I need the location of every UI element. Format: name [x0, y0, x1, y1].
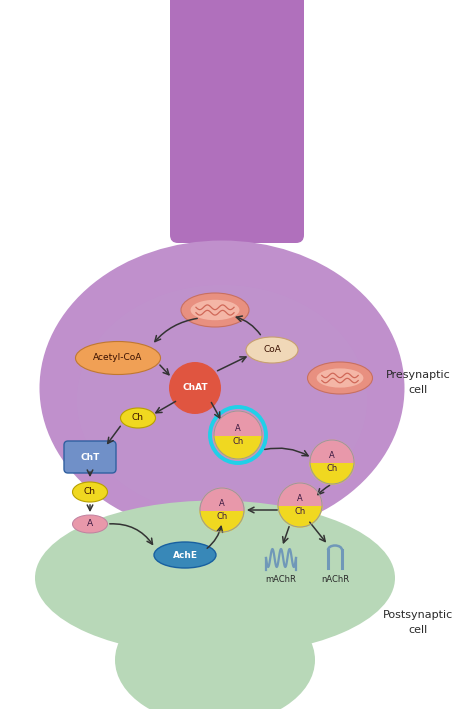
Ellipse shape — [115, 595, 315, 709]
Text: ChT: ChT — [80, 452, 100, 462]
Polygon shape — [200, 510, 244, 532]
Polygon shape — [278, 505, 322, 527]
Text: Ch: Ch — [327, 464, 337, 473]
Polygon shape — [310, 440, 354, 462]
Ellipse shape — [308, 362, 373, 394]
Ellipse shape — [73, 515, 108, 533]
Text: cell: cell — [409, 625, 428, 635]
Text: nAChR: nAChR — [321, 576, 349, 584]
Text: Postsynaptic: Postsynaptic — [383, 610, 453, 620]
Text: A: A — [235, 424, 241, 432]
Ellipse shape — [73, 482, 108, 502]
Ellipse shape — [120, 408, 155, 428]
Text: Ch: Ch — [294, 507, 306, 515]
Polygon shape — [278, 483, 322, 505]
Text: ChAT: ChAT — [182, 384, 208, 393]
Text: A: A — [219, 499, 225, 508]
Text: Ch: Ch — [132, 413, 144, 423]
Polygon shape — [310, 462, 354, 484]
Text: A: A — [329, 452, 335, 460]
Ellipse shape — [181, 293, 249, 327]
Circle shape — [169, 362, 221, 414]
Ellipse shape — [191, 300, 239, 320]
Text: Ch: Ch — [232, 437, 244, 446]
Ellipse shape — [35, 501, 395, 656]
Bar — [155, 600, 275, 680]
FancyBboxPatch shape — [170, 0, 304, 243]
Text: Presynaptic: Presynaptic — [386, 370, 450, 380]
Polygon shape — [200, 488, 244, 510]
Ellipse shape — [246, 337, 298, 363]
FancyBboxPatch shape — [64, 441, 116, 473]
Text: Acetyl-CoA: Acetyl-CoA — [93, 354, 143, 362]
Text: A: A — [297, 494, 303, 503]
Text: Ch: Ch — [84, 488, 96, 496]
Polygon shape — [214, 435, 262, 459]
Ellipse shape — [39, 240, 404, 535]
Ellipse shape — [154, 542, 216, 568]
Polygon shape — [214, 411, 262, 435]
Ellipse shape — [77, 285, 367, 515]
Text: AchE: AchE — [173, 550, 198, 559]
Text: cell: cell — [409, 385, 428, 395]
Text: mAChR: mAChR — [265, 576, 296, 584]
Text: A: A — [87, 520, 93, 528]
Ellipse shape — [317, 369, 364, 388]
Ellipse shape — [75, 342, 161, 374]
Text: Ch: Ch — [216, 512, 228, 520]
Text: CoA: CoA — [263, 345, 281, 354]
